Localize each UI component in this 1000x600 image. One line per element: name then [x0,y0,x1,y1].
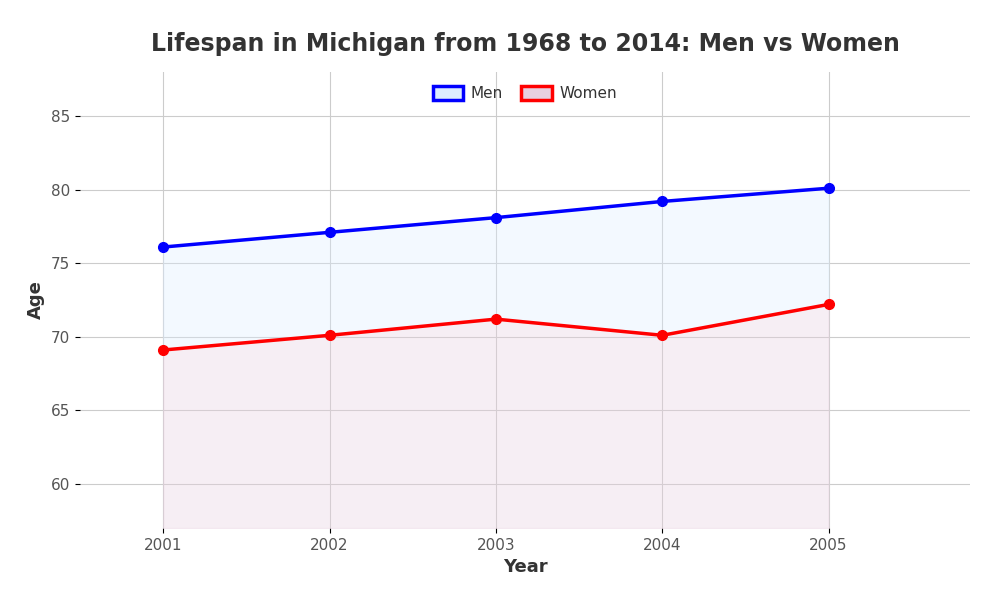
Title: Lifespan in Michigan from 1968 to 2014: Men vs Women: Lifespan in Michigan from 1968 to 2014: … [151,32,899,56]
X-axis label: Year: Year [503,558,547,576]
Y-axis label: Age: Age [27,281,45,319]
Legend: Men, Women: Men, Women [427,80,623,107]
